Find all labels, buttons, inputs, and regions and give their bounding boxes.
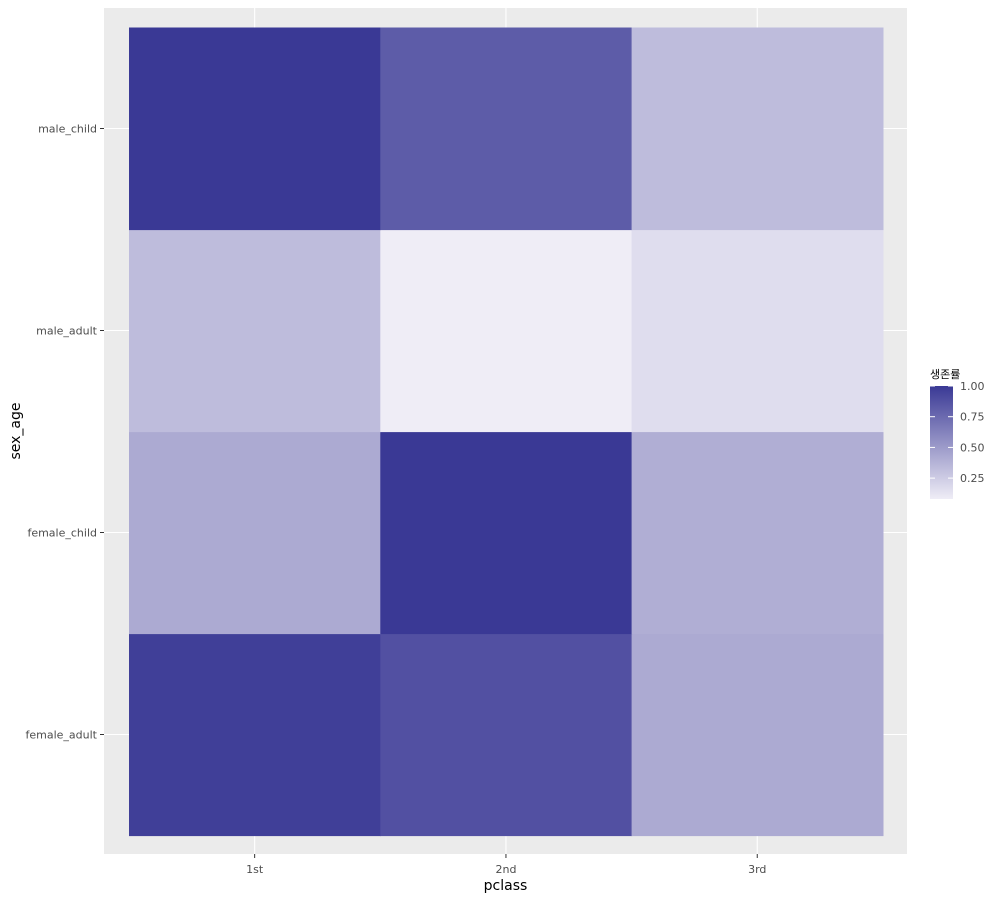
colorbar-ticks: 0.25 0.50 0.75 1.00 [930,380,985,485]
colorbar-tick-label: 0.75 [960,411,985,424]
colorbar-gradient [930,386,953,499]
y-tick-label: female_adult [26,729,98,742]
x-axis-title: pclass [484,878,528,894]
heatmap-cell [129,27,381,231]
y-axis: female_adult female_child male_adult male_c… [26,123,104,742]
heatmap-cell [631,229,884,433]
heatmap-cell [129,431,381,635]
heatmap-tiles [129,27,884,837]
heatmap-cell [631,431,884,635]
y-tick-label: female_child [27,527,97,540]
heatmap-cell [631,27,884,231]
x-axis: 1st 2nd 3rd [246,854,766,876]
heatmap-cell [380,431,633,635]
colorbar-legend: 생존률 0.25 0.50 0.75 1.00 [930,368,985,499]
y-tick-label: male_child [38,123,97,136]
heatmap-cell [129,633,381,837]
y-axis-title: sex_age [8,402,24,459]
heatmap-cell [631,633,884,837]
heatmap-cell [380,633,633,837]
heatmap-cell [129,229,381,433]
x-tick-label: 3rd [748,863,766,876]
colorbar-tick-label: 1.00 [960,380,985,393]
y-tick-label: male_adult [36,325,98,338]
x-tick-label: 2nd [495,863,516,876]
colorbar-title: 생존률 [930,368,960,381]
colorbar-tick-label: 0.25 [960,472,985,485]
colorbar-tick-label: 0.50 [960,441,985,454]
heatmap-cell [380,229,633,433]
x-tick-label: 1st [246,863,264,876]
heatmap-cell [380,27,633,231]
